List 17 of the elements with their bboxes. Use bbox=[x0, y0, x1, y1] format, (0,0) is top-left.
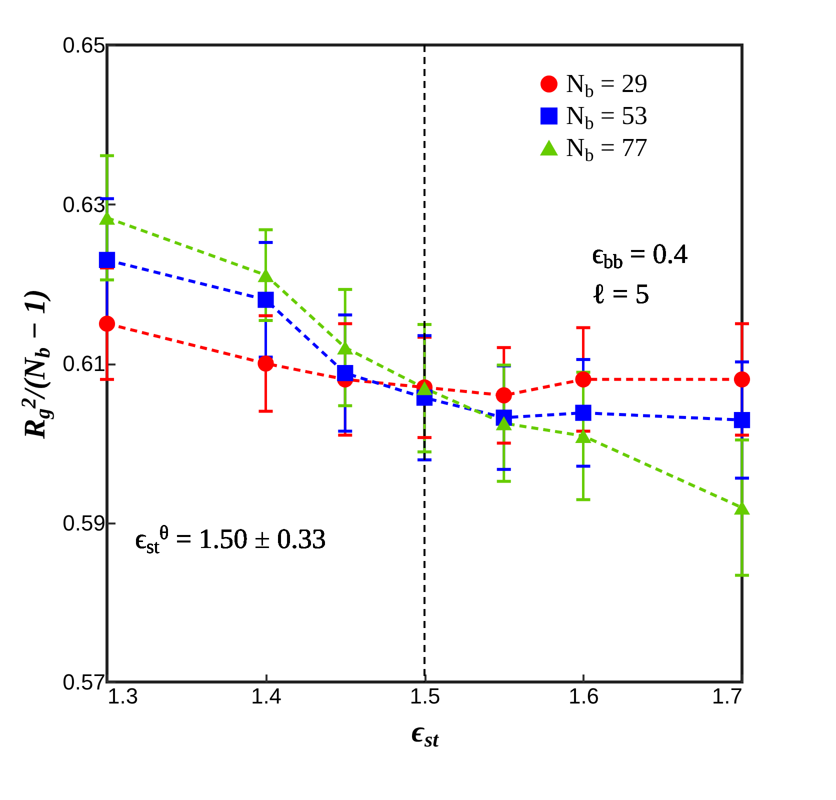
x-tick-label: 1.3 bbox=[108, 684, 138, 708]
y-tick-label: 0.63 bbox=[62, 192, 106, 217]
annotation: ϵ$_{st}$$^{θ}$ = 1.50 ± 0.33 bbox=[135, 523, 326, 558]
y-tick-label: 0.61 bbox=[62, 351, 106, 376]
y-tick-label: 0.59 bbox=[62, 510, 106, 536]
x-tick-label: 1.6 bbox=[568, 684, 600, 708]
legend-label: N$_{b}$ = 77 bbox=[566, 133, 648, 164]
x-tick-label: 1.7 bbox=[712, 684, 742, 708]
y-tick-label: 0.57 bbox=[62, 670, 106, 694]
x-axis-title: ϵ$_{st}$ bbox=[412, 716, 440, 752]
annotation: ℓ = 5 bbox=[592, 279, 650, 310]
legend-label: N$_{b}$ = 53 bbox=[566, 101, 648, 132]
x-tick-label: 1.5 bbox=[410, 684, 440, 708]
legend-label: N$_{b}$ = 29 bbox=[566, 69, 648, 100]
x-tick-label: 1.4 bbox=[250, 684, 282, 708]
y-tick-label: 0.65 bbox=[62, 32, 106, 58]
annotation: ϵ$_{bb}$ = 0.4 bbox=[592, 239, 688, 273]
